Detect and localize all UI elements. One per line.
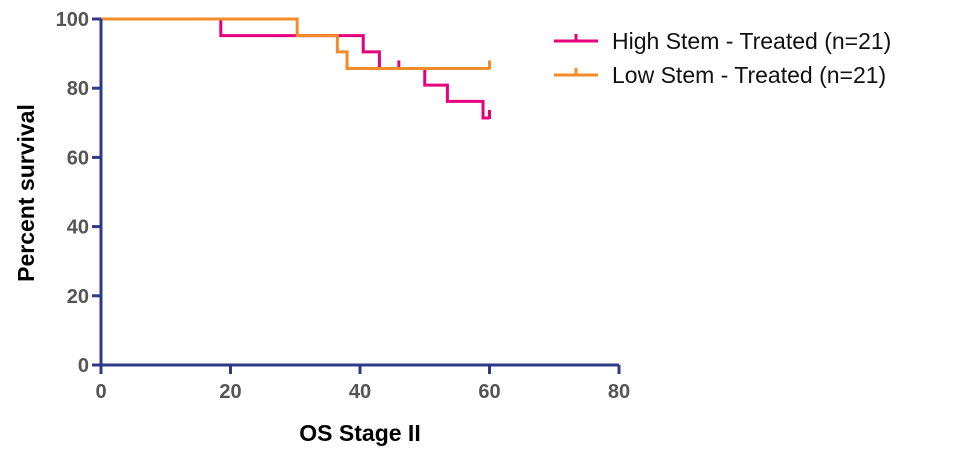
legend-label-1: High Stem - Treated (n=21) (612, 28, 891, 54)
x-tick-label: 0 (95, 381, 106, 403)
x-tick-label: 40 (349, 381, 371, 403)
legend-label-2: Low Stem - Treated (n=21) (612, 62, 886, 88)
axes (92, 17, 621, 374)
series-line-2 (101, 17, 490, 70)
plot-series (101, 17, 491, 120)
y-tick-label: 20 (67, 286, 89, 308)
y-tick-label: 100 (56, 9, 89, 31)
x-tick-label: 80 (608, 381, 630, 403)
tick-labels: 0 20 40 60 80 100 0 20 40 60 80 (56, 9, 631, 403)
y-tick-label: 40 (67, 217, 89, 239)
y-tick-label: 60 (67, 147, 89, 169)
legend: High Stem - Treated (n=21) Low Stem - Tre… (554, 28, 891, 88)
y-tick-label: 0 (78, 355, 89, 377)
x-tick-label: 60 (478, 381, 500, 403)
y-tick-label: 80 (67, 78, 89, 100)
x-tick-label: 20 (219, 381, 241, 403)
y-axis-title: Percent survival (13, 104, 39, 282)
x-axis-title: OS Stage II (299, 420, 420, 446)
